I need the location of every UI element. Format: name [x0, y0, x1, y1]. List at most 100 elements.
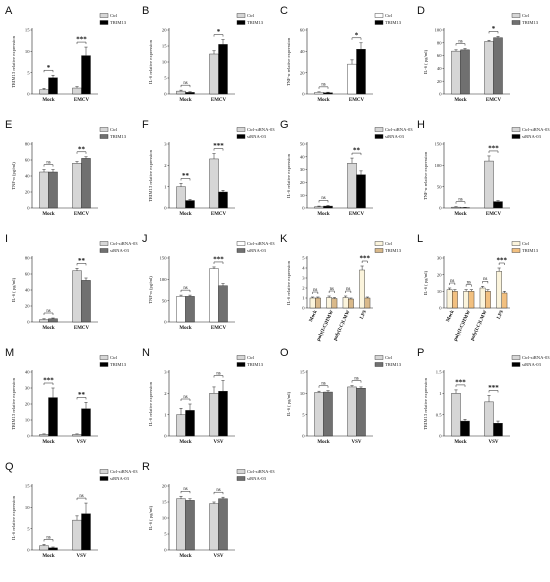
panel-letter: O: [280, 347, 289, 359]
y-tick-label: 10: [300, 193, 305, 198]
x-category-label: Mock: [179, 326, 191, 331]
bar-vsv-s0: [209, 393, 219, 437]
panel-r: R IL-6 ( pg/ml) 0 5 10 15 20 ns Mock ns VSV Ctrl-si…: [142, 461, 275, 559]
y-tick-label: 30: [300, 167, 305, 172]
significance-bracket: [488, 31, 499, 34]
y-tick-label: 10: [25, 418, 30, 423]
legend-label: TRIM13: [110, 20, 127, 25]
significance-bracket: [213, 148, 224, 151]
y-axis-label: TRIM13 relative expression: [11, 35, 16, 87]
x-category-label: Mock: [454, 212, 466, 217]
bar-emcv-s0: [347, 162, 357, 209]
bar-mock-s0: [309, 297, 316, 309]
legend-swatch: [99, 355, 109, 360]
legend-swatch: [236, 476, 246, 481]
y-tick-label: 50: [437, 184, 442, 189]
legend-swatch: [99, 476, 109, 481]
legend-label: Ctrl: [110, 13, 118, 18]
y-tick-label: 0: [164, 548, 167, 553]
significance-label: **: [78, 391, 86, 399]
legend-swatch: [374, 13, 384, 18]
bar-mock-s0: [451, 206, 461, 209]
y-tick-label: 60: [25, 158, 30, 163]
legend-swatch: [236, 127, 246, 132]
significance-label: ***: [213, 256, 224, 264]
significance-bracket: [76, 397, 87, 400]
bar-emcv-s0: [209, 268, 219, 323]
significance-bracket: [180, 84, 191, 88]
significance-bracket: [180, 289, 191, 293]
x-category-label: Mock: [179, 554, 191, 559]
y-tick-label: 10: [25, 49, 30, 54]
significance-label: ns: [46, 160, 50, 165]
y-tick-label: 30: [437, 256, 442, 261]
bar-mock-s0: [176, 296, 186, 323]
panel-letter: D: [417, 5, 425, 17]
bar-emcv-s1: [493, 37, 503, 95]
legend-swatch: [99, 134, 109, 139]
y-tick-label: 150: [435, 142, 443, 147]
y-tick-label: 0: [164, 434, 167, 439]
legend-label: siRNA-03: [247, 134, 267, 139]
y-tick-label: 5: [164, 76, 167, 81]
x-category-label: Mock: [42, 98, 54, 103]
y-tick-label: 5: [302, 256, 305, 261]
bar-mock-s1: [48, 171, 58, 209]
bar-vsv-s0: [72, 434, 82, 437]
bar-poly-i-c-hmw-s0: [463, 291, 469, 309]
significance-bracket: [482, 281, 489, 284]
significance-label: ***: [360, 255, 371, 263]
legend-swatch: [511, 134, 521, 139]
y-tick-label: 0: [27, 320, 30, 325]
legend-label: Ctrl: [247, 13, 255, 18]
legend-label: siRNA-03: [247, 248, 267, 253]
y-tick-label: 0: [302, 92, 305, 97]
y-tick-label: 40: [300, 49, 305, 54]
legend-swatch: [99, 20, 109, 25]
bar-emcv-s0: [72, 270, 82, 323]
legend-label: TRIM13: [110, 134, 127, 139]
bar-mock-s1: [460, 49, 470, 95]
significance-label: ns: [321, 382, 325, 387]
significance-label: ns: [79, 494, 83, 499]
panel-letter: I: [5, 233, 8, 245]
y-axis-label: IL-6 ( pg/ml): [423, 49, 428, 74]
bar-mock-s1: [323, 92, 333, 95]
x-category-label: EMCV: [211, 98, 227, 103]
legend-label: TRIM13: [247, 20, 264, 25]
legend-label: Ctrl: [522, 13, 530, 18]
bar-emcv-s0: [347, 63, 357, 95]
bar-emcv-s1: [81, 158, 91, 209]
y-tick-label: 60: [25, 272, 30, 277]
significance-bracket: [351, 37, 362, 40]
significance-bracket: [76, 263, 87, 266]
legend-label: Ctrl: [110, 355, 118, 360]
panel-letter: F: [142, 119, 149, 131]
legend-label: TRIM13: [522, 248, 539, 253]
y-tick-label: 2: [164, 391, 167, 396]
y-tick-label: 1: [439, 391, 442, 396]
bar-mock-s1: [185, 92, 195, 95]
significance-bracket: [488, 390, 499, 393]
y-tick-label: 40: [437, 66, 442, 71]
y-tick-label: 40: [300, 154, 305, 159]
panel-letter: K: [280, 233, 288, 245]
y-axis-label: IL-6 relative expression: [286, 153, 291, 198]
bar-vsv-s0: [209, 503, 219, 551]
y-axis-label: IL-6 ( pg/ml): [148, 505, 153, 530]
bar-emcv-s1: [356, 49, 366, 95]
bar-vsv-s1: [493, 423, 503, 437]
panel-p: P TRIM13 relative expression 0 0.5 1 1.5 *** Mo…: [417, 347, 550, 445]
bar-emcv-s1: [218, 285, 228, 323]
legend-label: Ctrl: [385, 13, 393, 18]
y-tick-label: 10: [162, 516, 167, 521]
legend-swatch: [511, 13, 521, 18]
significance-label: ns: [216, 371, 220, 376]
x-category-label: Mock: [42, 212, 54, 217]
panel-letter: B: [142, 5, 149, 17]
y-tick-label: 3: [164, 142, 167, 147]
significance-label: *: [492, 25, 496, 33]
y-tick-label: 40: [25, 174, 30, 179]
x-category-label: VSV: [76, 554, 86, 559]
significance-label: ns: [354, 376, 358, 381]
